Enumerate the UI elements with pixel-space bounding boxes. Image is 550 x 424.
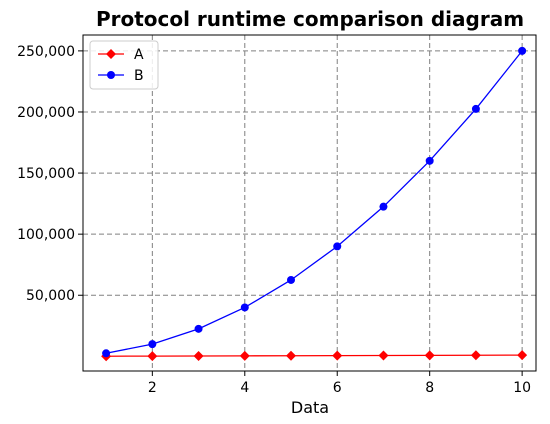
data-point xyxy=(147,351,158,362)
legend-label: B xyxy=(134,68,144,84)
x-axis-label: Data xyxy=(291,398,329,417)
x-tick-label: 4 xyxy=(240,380,249,396)
data-point xyxy=(425,156,434,165)
data-point xyxy=(332,350,343,361)
data-point xyxy=(239,350,250,361)
x-tick-label: 6 xyxy=(333,380,342,396)
data-point xyxy=(286,350,297,361)
y-tick-label: 200,000 xyxy=(17,105,75,121)
data-point xyxy=(518,46,527,55)
data-point xyxy=(194,324,203,333)
series-line xyxy=(105,50,523,354)
y-tick-label: 100,000 xyxy=(17,227,75,243)
series-a xyxy=(101,350,528,362)
data-point xyxy=(148,340,157,349)
data-point xyxy=(378,350,389,361)
data-point xyxy=(517,350,528,361)
x-tick-label: 10 xyxy=(513,380,531,396)
legend-entry: A xyxy=(98,47,144,63)
axis-ticks: 2 4 6 8 10 50,000 100,000 150,000 200,000 250,000 xyxy=(17,44,531,396)
chart-title: Protocol runtime comparison diagram xyxy=(96,7,524,31)
data-point xyxy=(240,303,249,312)
x-tick-label: 8 xyxy=(425,380,434,396)
series-b xyxy=(102,46,527,358)
data-point xyxy=(102,349,111,358)
plot-frame xyxy=(82,34,537,372)
data-point xyxy=(470,350,481,361)
legend-entry: B xyxy=(98,68,144,84)
series-line xyxy=(106,354,523,357)
y-tick-label: 250,000 xyxy=(17,44,75,60)
data-point xyxy=(333,242,342,251)
data-point xyxy=(379,202,388,211)
y-tick-label: 150,000 xyxy=(17,166,75,182)
legend: AB xyxy=(89,40,159,90)
y-tick-label: 50,000 xyxy=(26,288,75,304)
data-point xyxy=(471,104,480,113)
grid xyxy=(83,35,536,371)
plot-series xyxy=(101,46,528,362)
legend-box xyxy=(89,40,159,90)
data-point xyxy=(193,350,204,361)
data-point xyxy=(287,275,296,284)
x-tick-label: 2 xyxy=(148,380,157,396)
data-point xyxy=(106,49,116,59)
legend-label: A xyxy=(134,47,144,63)
data-point xyxy=(424,350,435,361)
data-point xyxy=(107,71,115,79)
